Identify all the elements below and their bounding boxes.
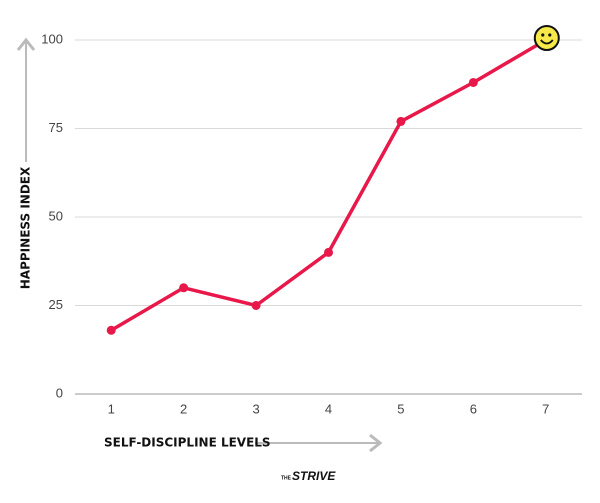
point	[106, 325, 116, 335]
y-axis-title: HAPPINESS INDEX	[19, 166, 33, 289]
point	[251, 301, 261, 310]
x-tick-label: 7	[542, 401, 549, 416]
x-tick-label: 6	[470, 401, 477, 416]
x-axis-title: SELF-DISCIPLINE LEVELS	[104, 436, 271, 450]
y-tick-label: 100	[41, 31, 63, 46]
line	[110, 38, 547, 332]
brand-prefix: THE	[281, 475, 292, 481]
x-tick-label: 5	[397, 401, 404, 416]
brand: STRIVE	[292, 469, 336, 483]
y-tick-label: 25	[49, 297, 63, 312]
point	[468, 77, 478, 87]
y-tick-label: 50	[49, 208, 63, 223]
x-tick-label: 4	[325, 401, 332, 416]
point	[324, 247, 333, 257]
point	[396, 116, 406, 126]
point	[179, 283, 189, 293]
x-tick-label: 1	[108, 401, 115, 416]
x-tick-label: 3	[252, 401, 259, 416]
y-tick-label: 75	[49, 120, 63, 135]
smiley-icon	[533, 25, 560, 51]
x-tick-label: 2	[180, 401, 187, 416]
y-tick-label: 0	[56, 385, 63, 400]
